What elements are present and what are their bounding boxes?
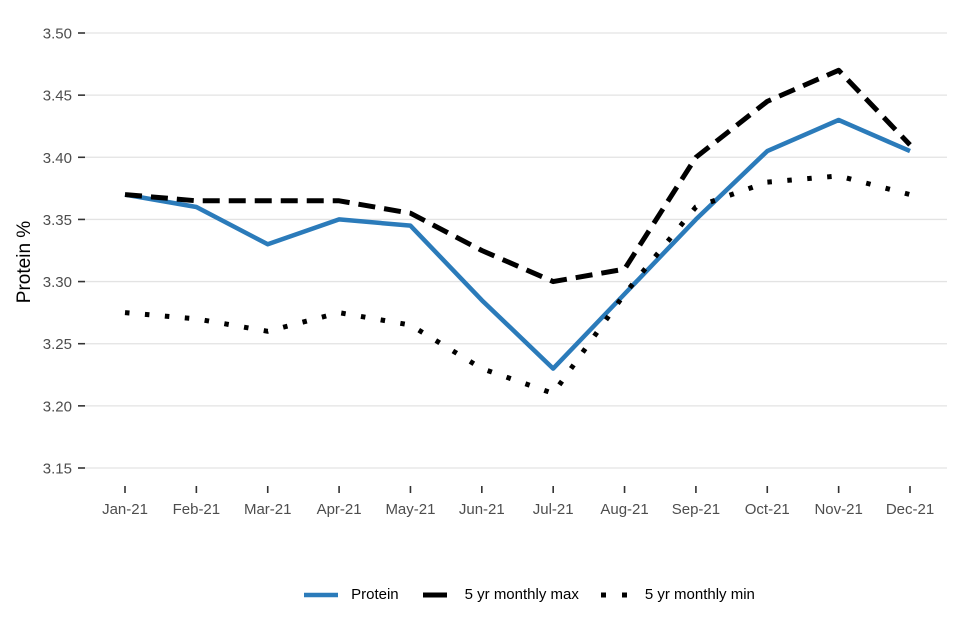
- x-tick-label: Aug-21: [600, 501, 648, 518]
- legend-item-5yr-monthly-min: 5 yr monthly min: [595, 584, 755, 606]
- y-tick-label: 3.20: [43, 398, 72, 415]
- series-line-protein: [124, 117, 911, 371]
- y-tick-label: 3.40: [43, 150, 72, 167]
- legend-label-protein: Protein: [351, 586, 399, 603]
- legend-item-5yr-monthly-max: 5 yr monthly max: [415, 584, 579, 606]
- y-tick-label: 3.25: [43, 336, 72, 353]
- legend-label-5yr-monthly-max: 5 yr monthly max: [464, 586, 579, 603]
- min-dotted-line-swatch-icon: [600, 592, 627, 598]
- x-tick-label: May-21: [385, 501, 435, 518]
- x-tick-label: Jun-21: [459, 501, 505, 518]
- x-tick-label: Apr-21: [317, 501, 362, 518]
- x-tick-label: Feb-21: [173, 501, 221, 518]
- x-tick-label: Nov-21: [814, 501, 862, 518]
- series-line-5-yr-monthly-max: [124, 67, 912, 285]
- series-line-5-yr-monthly-min: [124, 173, 911, 396]
- y-axis-title: Protein %: [14, 220, 35, 304]
- y-tick-label: 3.30: [43, 274, 72, 291]
- x-tick-label: Jan-21: [102, 501, 148, 518]
- legend-label-5yr-monthly-min: 5 yr monthly min: [644, 586, 755, 603]
- y-tick-label: 3.15: [43, 461, 72, 478]
- max-dashed-line-swatch-icon: [422, 592, 447, 598]
- x-tick-label: Sep-21: [672, 501, 720, 518]
- legend-item-protein: Protein: [301, 584, 399, 606]
- legend: Protein 5 yr monthly max 5 yr monthly mi…: [48, 584, 960, 606]
- x-tick-label: Oct-21: [745, 501, 790, 518]
- y-tick-label: 3.45: [43, 88, 72, 105]
- x-tick-label: Jul-21: [533, 501, 574, 518]
- x-tick-label: Mar-21: [244, 501, 292, 518]
- y-tick-label: 3.50: [43, 26, 72, 43]
- x-tick-label: Dec-21: [886, 501, 934, 518]
- protein-solid-line-swatch-icon: [304, 592, 339, 598]
- y-tick-label: 3.35: [43, 212, 72, 229]
